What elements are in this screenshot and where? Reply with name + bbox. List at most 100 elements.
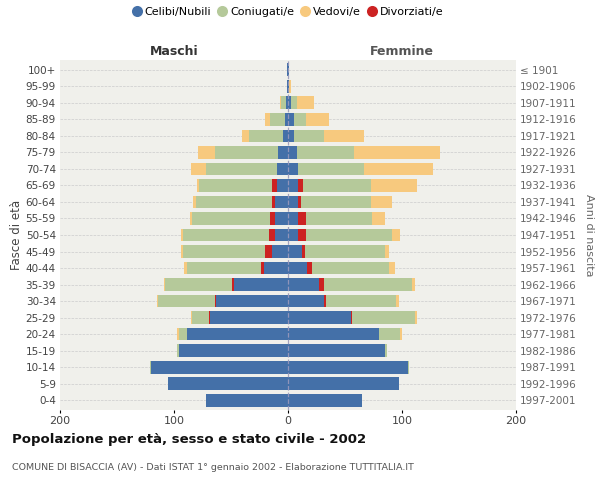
Bar [288,196,298,208]
Bar [288,245,302,258]
Bar [183,245,265,258]
Bar [165,278,232,291]
Bar [288,328,379,340]
Bar [307,262,312,274]
Bar [288,344,385,357]
Bar [325,130,364,142]
Bar [408,360,409,374]
Bar [272,179,277,192]
Bar [379,328,400,340]
Bar [179,328,187,340]
Bar [265,113,270,126]
Bar [364,162,433,175]
Bar [265,245,272,258]
Bar [294,113,306,126]
Bar [298,179,303,192]
Bar [294,130,325,142]
Bar [191,311,192,324]
Bar [216,294,288,308]
Text: Popolazione per età, sesso e stato civile - 2002: Popolazione per età, sesso e stato civil… [12,432,366,446]
Bar [288,96,292,110]
Bar [288,377,398,390]
Bar [288,311,350,324]
Bar [199,179,272,192]
Bar [178,328,179,340]
Bar [269,228,275,241]
Bar [288,278,319,291]
Bar [275,196,288,208]
Bar [150,360,151,374]
Bar [288,146,297,159]
Bar [287,64,288,76]
Bar [373,212,385,225]
Bar [288,360,408,374]
Bar [206,394,288,406]
Bar [270,212,275,225]
Bar [325,278,412,291]
Bar [288,262,307,274]
Bar [284,113,288,126]
Bar [389,262,395,274]
Bar [415,311,417,324]
Bar [397,294,398,308]
Bar [352,311,415,324]
Bar [312,262,389,274]
Bar [306,228,392,241]
Bar [158,294,215,308]
Bar [235,278,288,291]
Bar [371,179,417,192]
Bar [298,228,306,241]
Bar [288,394,362,406]
Bar [392,228,400,241]
Bar [190,212,192,225]
Bar [319,278,325,291]
Bar [278,146,288,159]
Bar [191,162,206,175]
Bar [400,328,402,340]
Bar [326,294,397,308]
Bar [297,96,314,110]
Bar [275,228,288,241]
Bar [305,245,385,258]
Bar [298,162,364,175]
Y-axis label: Anni di nascita: Anni di nascita [584,194,593,276]
Text: COMUNE DI BISACCIA (AV) - Dati ISTAT 1° gennaio 2002 - Elaborazione TUTTITALIA.I: COMUNE DI BISACCIA (AV) - Dati ISTAT 1° … [12,462,414,471]
Bar [211,311,288,324]
Bar [232,278,235,291]
Bar [298,196,301,208]
Y-axis label: Fasce di età: Fasce di età [10,200,23,270]
Bar [289,80,292,93]
Bar [281,96,286,110]
Bar [206,162,277,175]
Bar [277,179,288,192]
Bar [198,146,215,159]
Bar [298,212,306,225]
Text: Maschi: Maschi [149,44,199,58]
Bar [288,80,289,93]
Bar [287,80,288,93]
Text: Femmine: Femmine [370,44,434,58]
Bar [209,311,211,324]
Legend: Celibi/Nubili, Coniugati/e, Vedovi/e, Divorziati/e: Celibi/Nubili, Coniugati/e, Vedovi/e, Di… [128,2,448,22]
Bar [283,130,288,142]
Bar [193,196,196,208]
Bar [187,262,260,274]
Bar [215,146,278,159]
Bar [292,96,297,110]
Bar [184,262,187,274]
Bar [197,179,199,192]
Bar [192,212,270,225]
Bar [157,294,158,308]
Bar [242,130,249,142]
Bar [385,245,389,258]
Bar [260,262,264,274]
Bar [272,196,275,208]
Bar [371,196,392,208]
Bar [264,262,288,274]
Bar [164,278,165,291]
Bar [354,146,440,159]
Bar [215,294,216,308]
Bar [286,96,288,110]
Bar [288,294,325,308]
Bar [288,130,294,142]
